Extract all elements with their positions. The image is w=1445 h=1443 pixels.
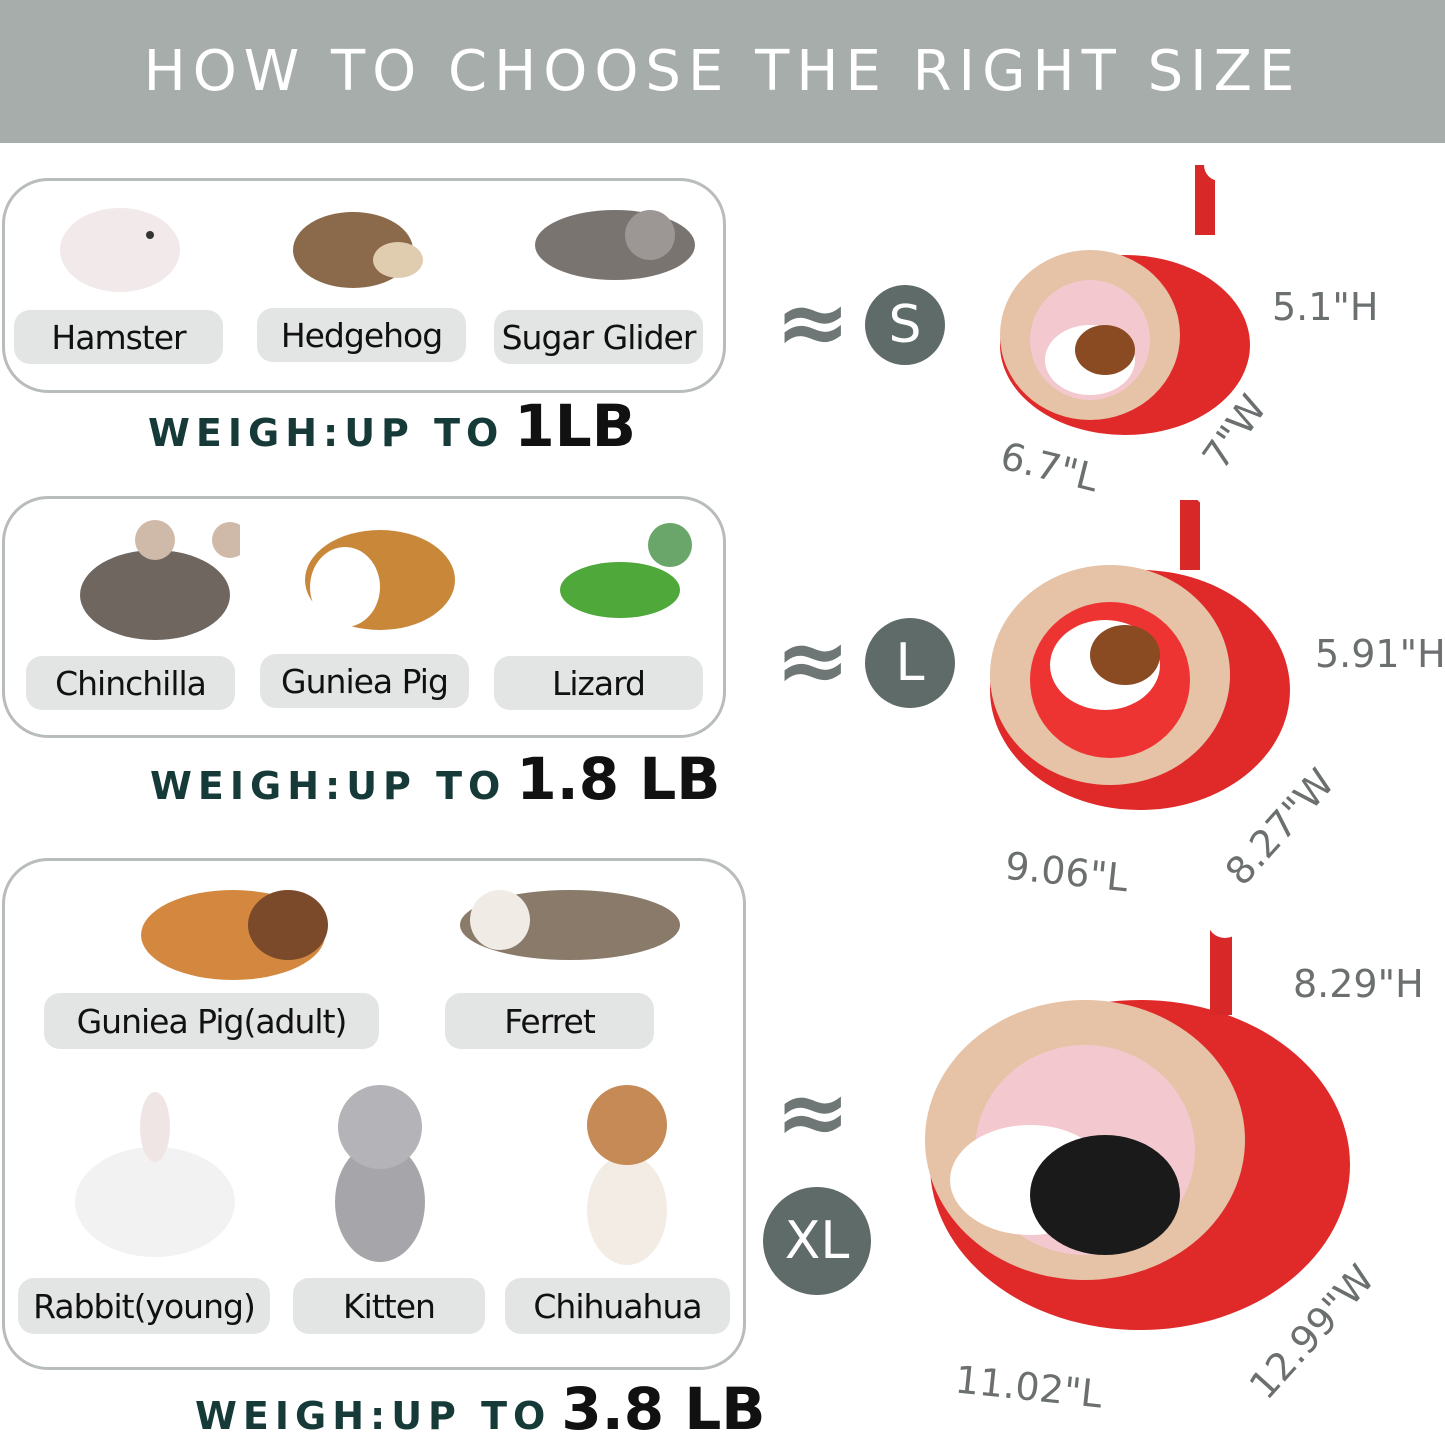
sugar-glider-image	[535, 210, 695, 280]
guinea-pig-image	[305, 530, 455, 630]
header-banner: HOW TO CHOOSE THE RIGHT SIZE	[0, 0, 1445, 143]
chinchilla-image	[80, 520, 240, 640]
dim-length: 11.02"L	[953, 1357, 1105, 1417]
weight-prefix: WEIGH:UP TO	[148, 411, 505, 455]
dim-length: 9.06"L	[1003, 843, 1131, 901]
page-title: HOW TO CHOOSE THE RIGHT SIZE	[143, 39, 1302, 104]
weight-prefix: WEIGH:UP TO	[195, 1394, 552, 1438]
animal-label: Rabbit(young)	[18, 1278, 270, 1334]
animal-label: Kitten	[293, 1278, 485, 1334]
adult-guinea-pig-image	[141, 890, 328, 980]
weight-limit: WEIGH:UP TO 3.8 LB	[195, 1375, 765, 1443]
size-badge-xl: XL	[763, 1187, 871, 1295]
weight-value: 3.8 LB	[561, 1375, 766, 1443]
lizard-image	[560, 523, 692, 618]
dim-height: 5.1"H	[1272, 285, 1379, 329]
kitten-image	[335, 1085, 425, 1262]
rabbit-image	[75, 1092, 235, 1257]
ferret-image	[460, 890, 680, 960]
weight-value: 1LB	[514, 392, 636, 460]
weight-limit: WEIGH:UP TO 1LB	[148, 392, 636, 460]
animal-label: Hedgehog	[257, 308, 466, 362]
animal-label: Ferret	[445, 993, 654, 1049]
bed-large-image	[990, 474, 1290, 810]
approx-symbol: ≈	[775, 1060, 851, 1165]
animal-label: Hamster	[14, 310, 223, 364]
weight-prefix: WEIGH:UP TO	[150, 764, 507, 808]
animal-label: Chihuahua	[505, 1278, 730, 1334]
hedgehog-image	[293, 212, 423, 288]
approx-symbol: ≈	[775, 608, 851, 713]
dim-height: 5.91"H	[1315, 632, 1445, 676]
chihuahua-image	[587, 1085, 667, 1265]
animal-label: Guniea Pig(adult)	[44, 993, 379, 1049]
weight-limit: WEIGH:UP TO 1.8 LB	[150, 745, 720, 813]
bed-xl-image	[925, 905, 1350, 1330]
hamster-image	[60, 208, 180, 292]
animal-label: Chinchilla	[26, 656, 235, 710]
animal-label: Lizard	[494, 656, 703, 710]
animal-label: Sugar Glider	[494, 310, 703, 364]
approx-symbol: ≈	[775, 270, 851, 375]
size-badge-s: S	[865, 285, 945, 365]
dim-height: 8.29"H	[1293, 962, 1424, 1006]
size-badge-l: L	[865, 618, 955, 708]
weight-value: 1.8 LB	[516, 745, 721, 813]
bed-small-image	[1000, 149, 1250, 435]
animal-label: Guniea Pig	[260, 654, 469, 708]
